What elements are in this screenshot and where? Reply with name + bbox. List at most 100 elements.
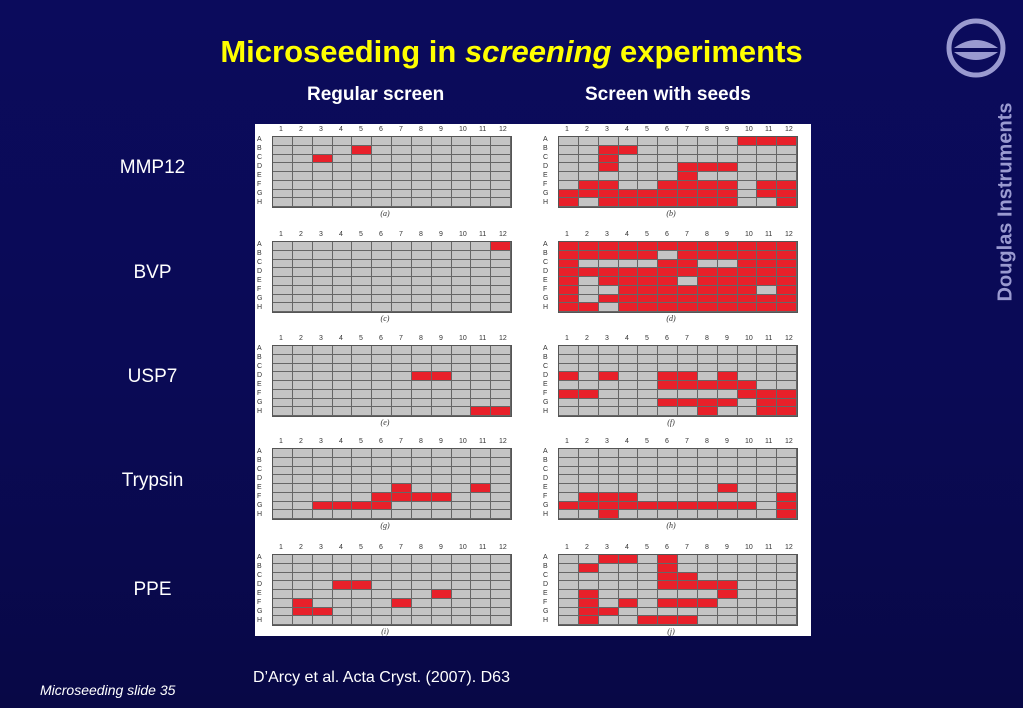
well <box>737 163 758 172</box>
well <box>392 346 412 355</box>
well <box>292 398 313 408</box>
well-hit <box>658 198 678 207</box>
well <box>658 137 678 146</box>
well <box>578 510 599 519</box>
well <box>471 572 492 582</box>
well <box>757 449 778 458</box>
well <box>471 555 492 564</box>
panel-tag: (a) <box>380 209 390 218</box>
well <box>332 510 353 519</box>
well <box>559 492 579 502</box>
well <box>638 154 659 164</box>
well-hit <box>312 154 333 164</box>
well <box>757 163 778 172</box>
well <box>352 598 373 608</box>
well <box>352 294 373 304</box>
well <box>273 277 293 286</box>
well <box>559 466 579 476</box>
row-label-ppe: PPE <box>133 579 172 600</box>
well <box>352 555 373 564</box>
well <box>471 346 492 355</box>
plate-column-number: 4 <box>339 544 343 551</box>
well <box>578 449 599 458</box>
well-hit <box>618 145 639 155</box>
well-hit <box>618 189 639 199</box>
well-hit <box>598 163 619 172</box>
well <box>471 294 492 304</box>
plate-column-number: 9 <box>725 126 729 133</box>
plate-row-letter: C <box>543 259 549 266</box>
well <box>757 607 778 617</box>
well <box>352 510 373 519</box>
plate-row-letter: C <box>543 363 549 370</box>
plate-grid <box>272 345 512 417</box>
plate-row-letter: E <box>543 172 548 179</box>
plate-column-number: 8 <box>419 126 423 133</box>
well <box>697 354 718 364</box>
plate-row-letter: E <box>543 484 548 491</box>
plate-column-number: 1 <box>565 544 569 551</box>
well <box>332 189 353 199</box>
well-hit <box>658 180 678 190</box>
well <box>471 398 492 408</box>
plate-column-number: 11 <box>479 231 487 238</box>
well <box>678 475 698 484</box>
well <box>372 250 392 260</box>
well-hit <box>697 381 718 390</box>
well <box>411 303 432 312</box>
well <box>777 590 797 599</box>
plate-column-number: 3 <box>605 544 609 551</box>
well-hit <box>757 180 778 190</box>
well <box>678 510 698 519</box>
row-label-bvp: BVP <box>133 262 172 283</box>
well-hit <box>737 294 758 304</box>
well <box>431 137 452 146</box>
well-hit <box>312 607 333 617</box>
well <box>332 449 353 458</box>
well <box>717 607 738 617</box>
plate-row-letter: G <box>543 502 549 509</box>
well <box>559 172 579 181</box>
well <box>312 172 333 181</box>
plate-column-number: 8 <box>419 544 423 551</box>
well <box>372 277 392 286</box>
plate-column-number: 8 <box>419 335 423 342</box>
well-hit <box>372 501 392 511</box>
well-hit <box>559 294 579 304</box>
plate-row-letter: C <box>257 363 263 370</box>
well <box>638 572 659 582</box>
well-hit <box>697 250 718 260</box>
well <box>618 398 639 408</box>
well <box>618 172 639 181</box>
well <box>292 492 313 502</box>
well-hit <box>471 484 492 493</box>
plate-grid <box>558 136 798 208</box>
plate-row-letter: A <box>257 136 262 143</box>
well <box>737 398 758 408</box>
plate-column-number: 12 <box>499 544 507 551</box>
well <box>292 354 313 364</box>
well <box>292 172 313 181</box>
plate-row-letter: C <box>257 572 263 579</box>
well <box>273 607 293 617</box>
plate-column-number: 11 <box>479 438 487 445</box>
well <box>431 268 452 277</box>
well <box>638 598 659 608</box>
well-hit <box>578 607 599 617</box>
plate-row-letter: D <box>257 372 263 379</box>
plate-column-number: 4 <box>625 438 629 445</box>
plate-column-number: 5 <box>359 544 363 551</box>
well <box>451 145 472 155</box>
plate-row-letter: B <box>543 457 548 464</box>
plate-column-number: 3 <box>605 335 609 342</box>
plate-column-number: 6 <box>379 544 383 551</box>
plate-column-number: 4 <box>339 438 343 445</box>
well-hit <box>559 250 579 260</box>
well <box>411 466 432 476</box>
well <box>678 555 698 564</box>
well-hit <box>678 163 698 172</box>
well <box>598 389 619 399</box>
well <box>638 259 659 269</box>
well <box>392 259 412 269</box>
well <box>559 381 579 390</box>
